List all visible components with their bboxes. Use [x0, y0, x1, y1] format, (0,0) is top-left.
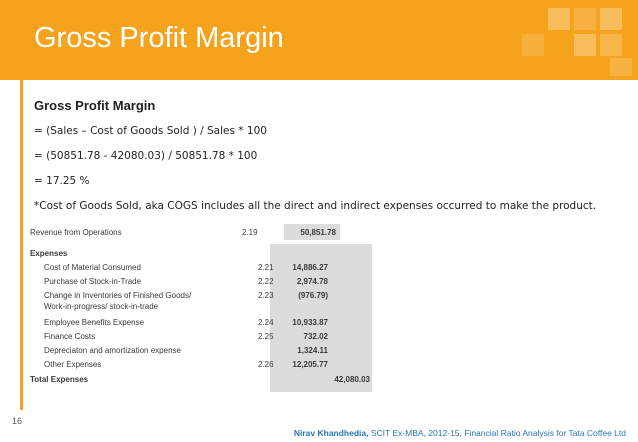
item-note: 2.23	[258, 291, 274, 300]
footer-text: SCIT Ex-MBA, 2012-15, Financial Ratio An…	[368, 428, 626, 438]
revenue-shade	[284, 224, 340, 240]
formula-line: = (Sales – Cost of Goods Sold ) / Sales …	[34, 125, 267, 137]
table-row: Other Expenses 2.26 12,205.77	[30, 360, 430, 372]
item-note: 2.25	[258, 332, 274, 341]
revenue-note: 2.19	[242, 228, 258, 237]
item-label: Purchase of Stock-in-Trade	[44, 277, 142, 286]
decor-tile	[574, 8, 596, 30]
item-label: Finance Costs	[44, 332, 96, 341]
total-label: Total Expenses	[30, 375, 89, 384]
item-value: 1,324.11	[297, 346, 328, 355]
item-label: Change in Inventories of Finished Goods/	[44, 291, 192, 300]
table-row-continued: Work-in-progress/ stock-in-trade	[30, 302, 430, 314]
item-label-continued: Work-in-progress/ stock-in-trade	[44, 302, 159, 311]
decor-tile	[522, 34, 544, 56]
slide-content: Gross Profit Margin = (Sales – Cost of G…	[34, 98, 624, 212]
expenses-heading-row: Expenses	[30, 249, 430, 261]
item-label: Employee Benefits Expense	[44, 318, 145, 327]
revenue-value: 50,851.78	[300, 228, 336, 237]
item-value: 12,205.77	[292, 360, 328, 369]
slide-number: 16	[12, 416, 23, 426]
decor-tile	[548, 8, 570, 30]
item-value: 2,974.78	[296, 277, 328, 286]
revenue-label: Revenue from Operations	[30, 228, 122, 237]
item-note: 2.26	[258, 360, 274, 369]
item-value: 14,886.27	[292, 263, 328, 272]
table-row: Change in Inventories of Finished Goods/…	[30, 291, 430, 303]
item-label: Depreciaton and amortization expense	[44, 346, 181, 355]
left-accent-rule	[20, 80, 23, 410]
decor-tile	[600, 8, 622, 30]
table-row: Employee Benefits Expense 2.24 10,933.87	[30, 318, 430, 330]
revenue-row: Revenue from Operations 2.19 50,851.78	[30, 228, 430, 240]
decor-tile	[610, 58, 632, 76]
item-note: 2.22	[258, 277, 274, 286]
expenses-heading: Expenses	[30, 249, 68, 258]
total-value: 42,080.03	[334, 375, 370, 384]
decor-tile	[600, 34, 622, 56]
content-heading: Gross Profit Margin	[34, 98, 156, 113]
footer-author: Nirav Khandhedia,	[293, 428, 369, 438]
table-row: Cost of Material Consumed 2.21 14,886.27	[30, 263, 430, 275]
item-value: 10,933.87	[292, 318, 328, 327]
item-note: 2.21	[258, 263, 274, 272]
formula-line: = (50851.78 - 42080.03) / 50851.78 * 100	[34, 150, 258, 162]
item-label: Cost of Material Consumed	[44, 263, 141, 272]
footnote: *Cost of Goods Sold, aka COGS includes a…	[34, 200, 597, 212]
slide-header: Gross Profit Margin	[0, 0, 638, 80]
slide-title: Gross Profit Margin	[34, 22, 284, 54]
formula-result: = 17.25 %	[34, 175, 90, 187]
item-value: 732.02	[303, 332, 328, 341]
table-row: Purchase of Stock-in-Trade 2.22 2,974.78	[30, 277, 430, 289]
item-label: Other Expenses	[44, 360, 102, 369]
table-row: Finance Costs 2.25 732.02	[30, 332, 430, 344]
item-note: 2.24	[258, 318, 274, 327]
expenses-shade	[270, 244, 372, 392]
decor-tile	[574, 34, 596, 56]
footer-credit: Nirav Khandhedia, SCIT Ex-MBA, 2012-15, …	[294, 428, 626, 438]
total-row: Total Expenses 42,080.03	[30, 375, 430, 387]
table-row: Depreciaton and amortization expense 1,3…	[30, 346, 430, 358]
item-value: (976.79)	[298, 291, 328, 300]
